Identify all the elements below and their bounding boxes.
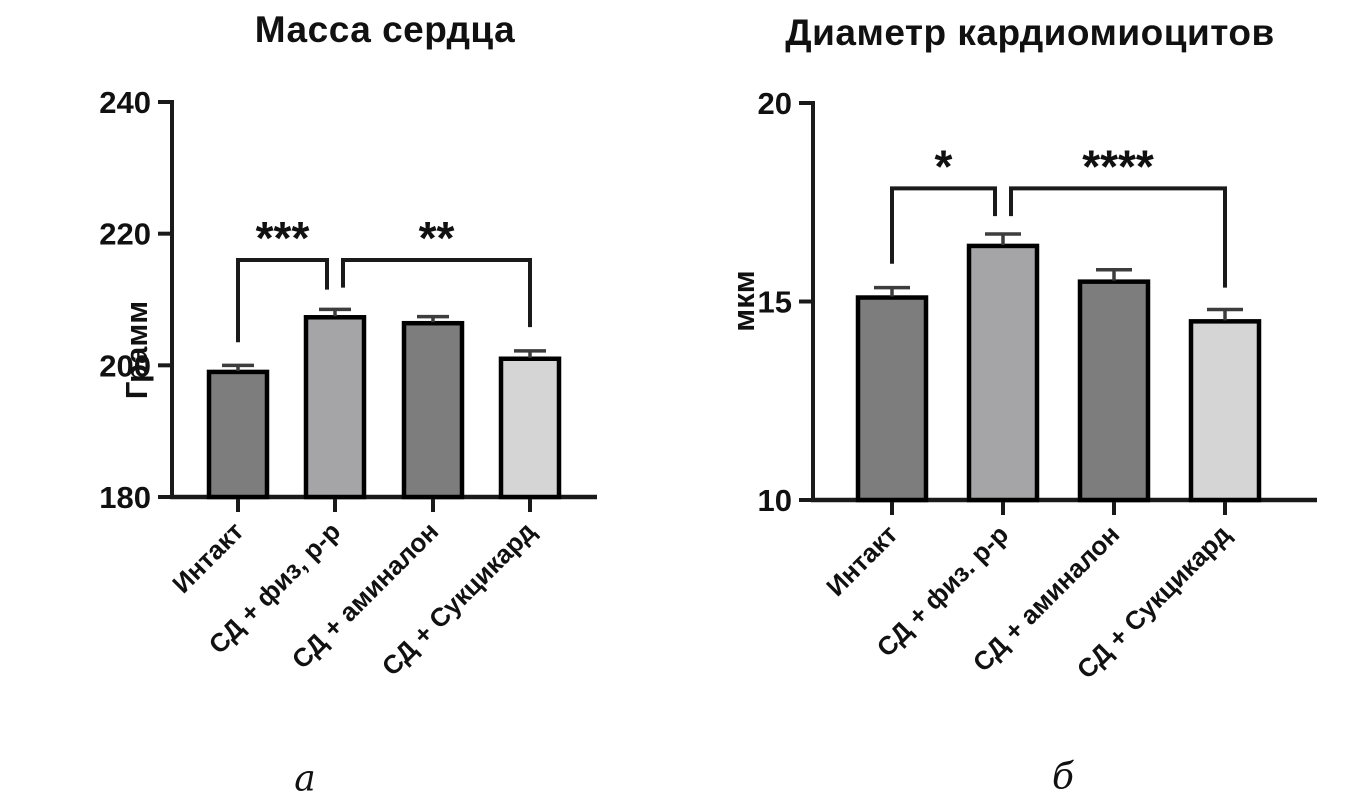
bar [1188,319,1262,503]
y-tick-label: 10 [758,483,792,518]
bar [206,369,270,500]
x-category-label: Интакт [820,519,903,602]
significance-bracket [890,186,997,264]
bar [966,243,1040,503]
chart-title-heart-mass: Масса сердца [254,9,516,50]
significance-label: **** [1082,140,1154,192]
y-tick-label: 20 [758,86,792,121]
significance-label: *** [256,212,310,264]
bar [498,356,562,500]
y-tick-label: 220 [99,217,151,252]
y-tick-label: 15 [758,285,792,320]
y-tick-label: 240 [99,85,151,120]
bar [401,320,465,500]
y-tick-label: 180 [99,480,151,515]
significance-label: * [935,140,953,192]
significance-bracket [1009,186,1227,288]
significance-bracket [341,258,532,328]
panel-letter-a: а [294,758,316,800]
bar [303,315,367,500]
y-axis-label-micrometers: мкм [726,270,761,332]
bar [1077,279,1151,503]
significance-bracket [236,258,329,343]
y-axis-label-grams: Грамм [119,300,154,400]
panel-letter-b: б [1052,756,1074,798]
chart-title-cardiomyocyte-diameter: Диаметр кардиомиоцитов [785,12,1275,53]
x-category-label: Интакт [166,516,249,599]
bar [855,295,929,503]
y-tick-label: 200 [99,348,151,383]
significance-label: ** [419,212,455,264]
